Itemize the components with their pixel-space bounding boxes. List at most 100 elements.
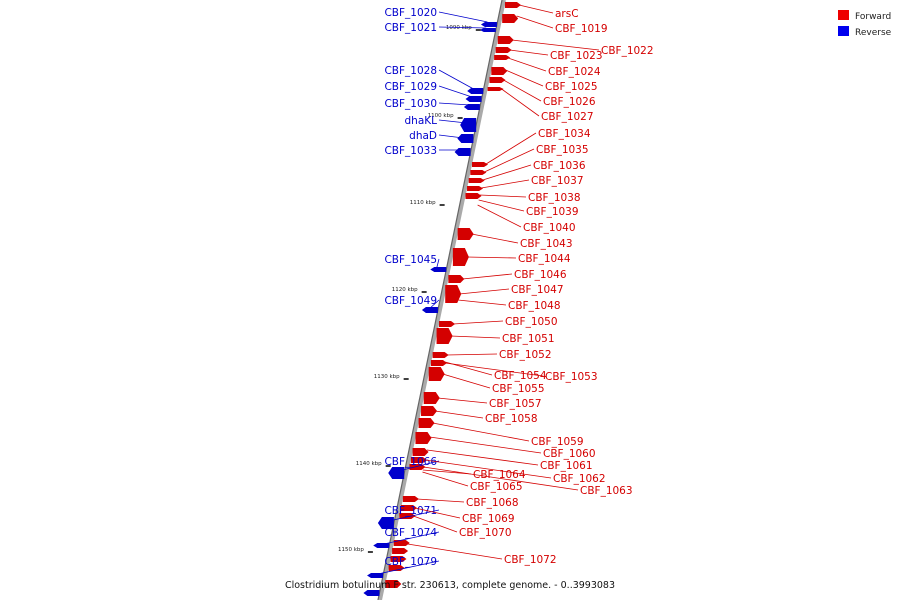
reverse-gene-block [421, 307, 438, 313]
reverse-gene-block [463, 104, 480, 110]
forward-gene-block [392, 548, 409, 554]
forward-gene-block [471, 162, 488, 167]
forward-gene-label: CBF_1044 [518, 253, 571, 265]
forward-leader-line [479, 194, 527, 198]
reverse-leader-line [438, 85, 473, 98]
forward-gene-label: CBF_1024 [548, 66, 601, 78]
forward-leader-line [511, 39, 600, 51]
forward-gene-block [445, 285, 462, 303]
forward-leader-line [432, 422, 530, 442]
forward-leader-line [471, 233, 519, 244]
forward-leader-line [509, 49, 549, 56]
reverse-gene-block [460, 118, 477, 132]
forward-gene-label: CBF_1022 [601, 45, 654, 57]
forward-gene-label: CBF_1048 [508, 300, 561, 312]
forward-leader-line [457, 299, 507, 306]
forward-gene-label: CBF_1039 [526, 206, 579, 218]
reverse-gene-block [377, 517, 394, 529]
scale-tick-label: 1100 kbp [428, 113, 454, 119]
reverse-gene-label: CBF_1045 [384, 254, 437, 266]
forward-gene-label: CBF_1040 [523, 222, 576, 234]
forward-gene-block [448, 275, 465, 283]
forward-gene-block [400, 505, 417, 511]
forward-gene-label: CBF_1038 [528, 192, 581, 204]
forward-leader-line [484, 148, 535, 173]
forward-gene-block [390, 556, 407, 562]
forward-gene-label: CBF_1060 [543, 448, 596, 460]
reverse-gene-label: CBF_1033 [384, 145, 437, 157]
forward-leader-line [516, 15, 554, 29]
legend: Forward Reverse [838, 10, 892, 38]
reverse-gene-label: CBF_1030 [384, 98, 437, 110]
forward-gene-label: CBF_1054 [494, 370, 547, 382]
scale-tick-label: 1130 kbp [374, 374, 400, 380]
forward-gene-block [428, 367, 445, 381]
forward-leader-line [416, 498, 465, 503]
forward-gene-block [467, 186, 484, 191]
forward-gene-label: CBF_1025 [545, 81, 598, 93]
reverse-gene-label: CBF_1020 [384, 7, 437, 19]
forward-leader-line [407, 543, 503, 560]
forward-gene-block [439, 321, 456, 327]
forward-leader-line [466, 256, 517, 259]
forward-gene-label: CBF_1063 [580, 485, 633, 497]
reverse-gene-block [367, 573, 384, 578]
forward-leader-line [434, 410, 484, 419]
forward-gene-label: CBF_1043 [520, 238, 573, 250]
forward-leader-line [518, 4, 554, 14]
forward-gene-label: CBF_1072 [504, 554, 557, 566]
forward-leader-line [485, 132, 537, 165]
forward-gene-label: CBF_1055 [492, 383, 545, 395]
forward-gene-block [412, 448, 429, 456]
forward-gene-label: CBF_1036 [533, 160, 586, 172]
reverse-leader-line [394, 460, 440, 473]
reverse-gene-block [454, 148, 471, 156]
forward-gene-block [502, 14, 519, 23]
forward-gene-label: arsC [555, 8, 579, 20]
forward-gene-label: CBF_1052 [499, 349, 552, 361]
reverse-gene-block [388, 467, 405, 479]
reverse-gene-label: CBF_1028 [384, 65, 437, 77]
forward-gene-block [421, 406, 438, 416]
forward-gene-block [470, 170, 487, 175]
reverse-gene-block [479, 28, 496, 32]
forward-leader-line [459, 288, 510, 295]
reverse-gene-block [363, 590, 380, 596]
forward-leader-line [453, 320, 504, 325]
scale-tick-label: 1150 kbp [338, 547, 364, 553]
scale-tick-label: 1120 kbp [392, 287, 418, 293]
forward-gene-block [385, 580, 402, 588]
forward-leader-line [426, 449, 539, 466]
scale-tick-label: 1140 kbp [356, 461, 382, 467]
forward-leader-line [429, 436, 542, 454]
forward-leader-line [442, 373, 491, 389]
forward-leader-line [450, 335, 501, 339]
forward-leader-line [446, 353, 498, 356]
reverse-gene-block [465, 96, 482, 102]
forward-leader-line [414, 507, 461, 519]
forward-leader-line [478, 199, 525, 212]
reverse-gene-block [480, 22, 497, 27]
forward-gene-label: CBF_1053 [545, 371, 598, 383]
forward-leader-line [413, 515, 458, 533]
forward-leader-line [482, 164, 532, 181]
forward-gene-block [432, 352, 449, 358]
scale-tick-label: 1110 kbp [410, 200, 436, 206]
forward-gene-label: CBF_1046 [514, 269, 567, 281]
reverse-gene-block [430, 267, 447, 272]
forward-gene-label: CBF_1023 [550, 50, 603, 62]
forward-leader-line [507, 57, 547, 72]
forward-gene-label: CBF_1070 [459, 527, 512, 539]
legend-forward-swatch [838, 10, 849, 20]
reverse-leader-line [438, 26, 487, 29]
forward-gene-label: CBF_1065 [470, 481, 523, 493]
forward-gene-label: CBF_1058 [485, 413, 538, 425]
forward-gene-label: CBF_1057 [489, 398, 542, 410]
reverse-leader-line [438, 119, 467, 124]
forward-leader-line [462, 273, 513, 280]
forward-gene-block [430, 360, 447, 366]
legend-reverse-swatch [838, 26, 849, 36]
reverse-gene-label: CBF_1029 [384, 81, 437, 93]
forward-gene-block [487, 87, 504, 91]
